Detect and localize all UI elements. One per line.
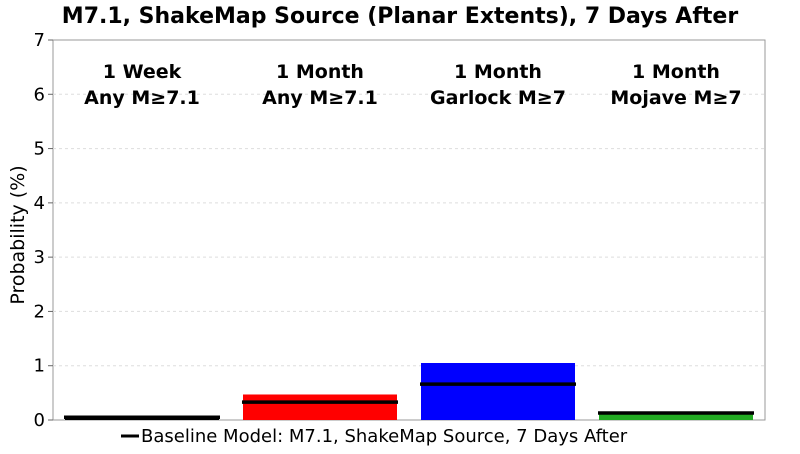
y-tick-label: 3 [34,247,45,268]
category-labels: 1 Week Any M≥7.1 1 Month Any M≥7.1 1 Month Ga… [84,61,741,109]
bar [599,411,753,420]
grid-lines [53,93,765,367]
y-axis-label: Probability (%) [7,165,29,304]
category-label-line1: 1 Week [103,61,182,83]
y-tick-label: 2 [34,301,45,322]
y-tick-label: 1 [34,356,45,377]
plot-area [52,39,766,421]
bar [421,363,575,420]
baseline-markers [64,382,754,420]
y-tick-label: 5 [34,139,45,160]
bar [243,394,397,420]
category-label-line2: Any M≥7.1 [84,87,200,109]
y-tick-label: 0 [34,410,45,431]
y-tick-label: 6 [34,84,45,105]
y-tick-label: 7 [34,30,45,51]
category-label-line1: 1 Month [276,61,364,83]
category-label-line2: Any M≥7.1 [262,87,378,109]
category-label-line2: Mojave M≥7 [610,87,741,109]
category-label-line1: 1 Month [454,61,542,83]
category-label-line1: 1 Month [632,61,720,83]
legend: Baseline Model: M7.1, ShakeMap Source, 7… [121,426,628,447]
y-tick-label: 4 [34,193,45,214]
category-label-line2: Garlock M≥7 [430,87,566,109]
legend-label: Baseline Model: M7.1, ShakeMap Source, 7… [141,426,628,447]
y-axis-ticks: 0 1 2 3 4 5 6 7 [34,30,53,431]
bars [65,363,753,420]
chart-title: M7.1, ShakeMap Source (Planar Extents), … [62,4,739,29]
